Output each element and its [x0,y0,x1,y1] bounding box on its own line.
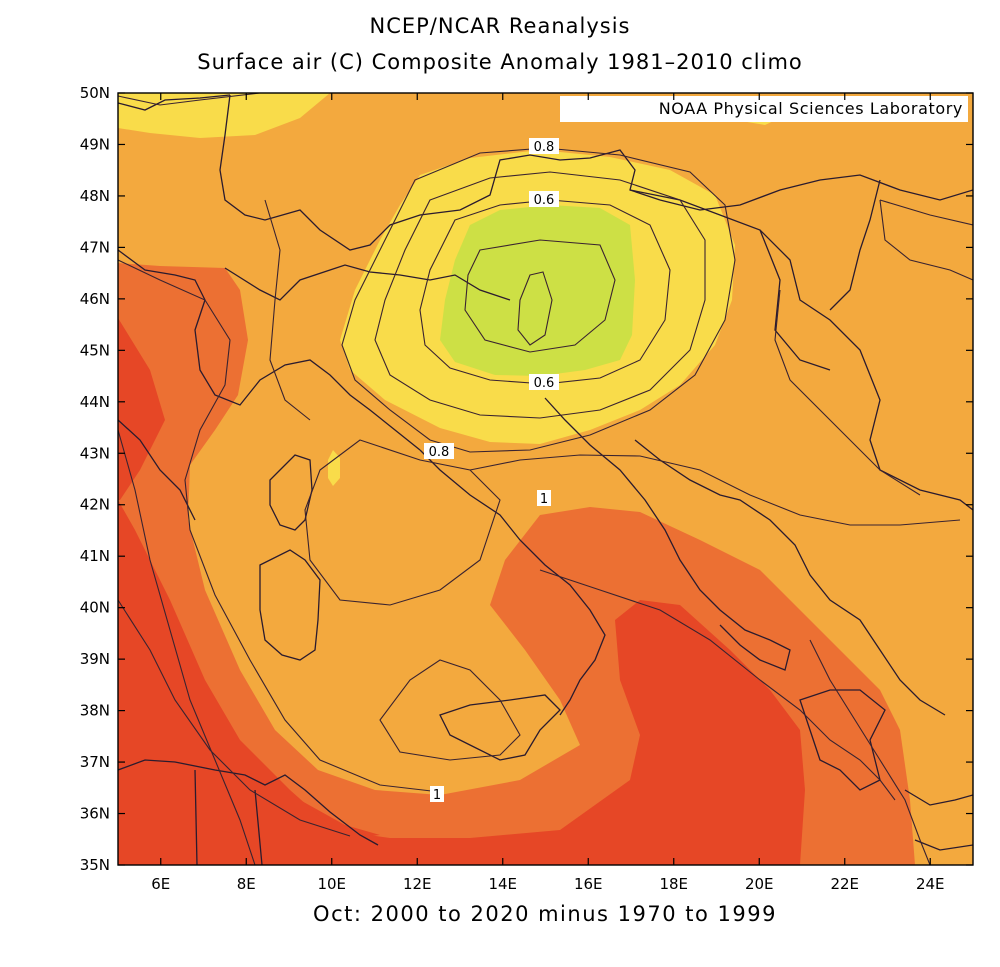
contour-east-edge [809,639,931,865]
contour-1-north [118,93,261,106]
border-east [759,179,881,371]
contour-label-text: 1 [540,492,548,507]
contour-east-1 [774,289,921,496]
y-tick-label: 50N [80,84,110,102]
y-tick-label: 35N [80,856,110,874]
y-tick-label: 38N [80,702,110,720]
contour-inner [517,271,553,346]
border-africa-2 [254,789,263,865]
border-italy-alps [224,264,511,301]
y-tick-label: 49N [80,135,110,153]
contour-label-0.6-top: 0.6 [529,191,559,208]
italy-heel [719,624,791,671]
border-austria-hungary [659,174,973,211]
coastlines [118,94,973,865]
corsica [269,454,313,531]
x-axis-caption: Oct: 2000 to 2020 minus 1970 to 1999 [313,902,777,926]
x-tick-label: 8E [237,875,256,893]
contour-label-text: 0.6 [534,376,555,391]
y-tick-label: 40N [80,599,110,617]
y-axis: 35N 36N 37N 38N 39N 40N 41N 42N 43N 44N 45N 46N 47N 4… [80,84,973,874]
contour-southeast [539,569,896,801]
y-tick-label: 44N [80,393,110,411]
coast-france-north [118,94,231,111]
balkans-coast [634,439,946,716]
y-tick-label: 46N [80,290,110,308]
contour-0.5 [464,239,616,353]
sicily [439,694,561,761]
filled-anomaly-field [118,93,973,865]
chart-subtitle: Surface air (C) Composite Anomaly 1981–2… [197,50,803,74]
fill-yellow-spot [328,450,340,486]
contour-west-edge [118,429,256,865]
contour-lines [118,93,973,865]
contour-label-text: 0.8 [429,445,450,460]
contour-west-2 [264,199,311,421]
y-tick-label: 48N [80,187,110,205]
y-tick-label: 39N [80,650,110,668]
x-tick-label: 22E [830,875,859,893]
border-balkans-interior [629,189,973,511]
y-tick-label: 45N [80,341,110,359]
y-tick-label: 41N [80,547,110,565]
x-tick-label: 6E [151,875,170,893]
contour-interior-loop [304,439,501,606]
chart-title: NCEP/NCAR Reanalysis [369,14,631,38]
x-tick-label: 14E [488,875,517,893]
italy-west-coast [419,449,606,716]
x-tick-label: 20E [745,875,774,893]
contour-southwest-a [118,599,351,837]
contour-label-0.8-top: 0.8 [529,138,559,155]
contour-label-text: 0.8 [534,140,555,155]
africa-coast [118,759,379,846]
fill-red-south-east [118,500,805,865]
contour-label-text: 0.6 [534,193,555,208]
x-tick-label: 12E [403,875,432,893]
x-axis: 6E 8E 10E 12E 14E 16E 18E 20E 22E 24E [151,93,945,893]
contour-west-1 [118,259,441,793]
contour-labels: 0.8 0.6 0.6 0.8 1 1 [424,138,559,803]
sardinia [259,549,321,661]
y-tick-label: 37N [80,753,110,771]
x-tick-label: 10E [317,875,346,893]
contour-south-loop [379,659,521,761]
x-tick-label: 18E [659,875,688,893]
contour-label-text: 1 [433,788,441,803]
contour-0.6 [419,199,671,385]
credit-text: NOAA Physical Sciences Laboratory [659,99,963,118]
fill-green-center [440,205,635,376]
y-tick-label: 43N [80,444,110,462]
plot-frame [117,92,974,866]
y-tick-label: 36N [80,805,110,823]
contour-label-0.8-left: 0.8 [424,443,454,460]
turkey-coast [904,789,973,851]
contour-label-1-center: 1 [537,490,551,507]
y-tick-label: 47N [80,238,110,256]
credit-box: NOAA Physical Sciences Laboratory [560,96,968,122]
contour-east-2 [879,199,973,226]
contour-0.7 [374,171,706,419]
contour-label-1-south: 1 [430,786,444,803]
border-africa-1 [194,769,198,865]
contour-1-central [469,454,961,526]
contour-label-0.6-bottom: 0.6 [529,374,559,391]
contour-0.8-outer [341,147,736,453]
coast-france-south [118,249,421,451]
coast-spain-east [118,419,196,521]
x-tick-label: 24E [916,875,945,893]
x-tick-label: 16E [574,875,603,893]
fill-yellow-north [118,93,330,138]
y-tick-label: 42N [80,496,110,514]
contour-east-3 [879,199,973,281]
